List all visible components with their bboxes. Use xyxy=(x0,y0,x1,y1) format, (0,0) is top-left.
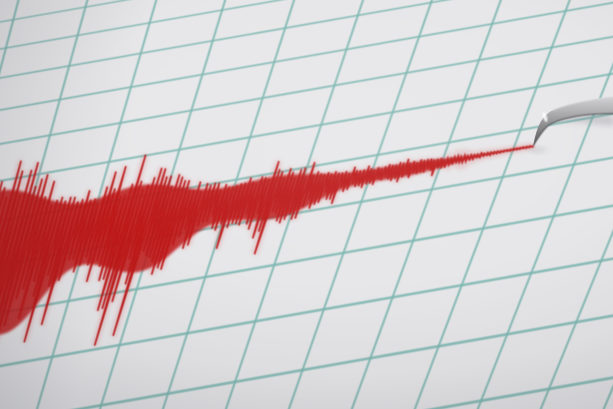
needle-arm xyxy=(533,96,613,146)
grid-line-horizontal xyxy=(0,204,613,315)
grid-line-vertical xyxy=(602,384,613,409)
stylus-needle xyxy=(529,96,613,153)
grid-line-horizontal xyxy=(0,0,131,23)
needle-top-edge xyxy=(552,96,613,112)
grid-line-horizontal xyxy=(0,72,613,183)
needle-tip-shadow xyxy=(529,147,547,153)
grid-line-vertical xyxy=(0,0,20,75)
needle-specular-highlight xyxy=(542,112,548,122)
grid-line-horizontal xyxy=(0,1,613,111)
grid-line-vertical xyxy=(350,0,502,409)
seismogram-trace xyxy=(0,143,536,347)
grid-line-horizontal xyxy=(71,314,613,409)
grid-line-vertical xyxy=(413,0,571,409)
grid-line-horizontal xyxy=(0,35,613,146)
grid-line-horizontal xyxy=(425,376,613,409)
grid-line-horizontal xyxy=(0,257,613,368)
grid-line-horizontal xyxy=(0,0,451,79)
grid-line-vertical xyxy=(476,62,613,409)
grid-line-vertical xyxy=(539,229,613,409)
grid-line-horizontal xyxy=(0,0,285,50)
needle-bottom-edge xyxy=(532,112,613,146)
trace-spike-line xyxy=(0,145,534,346)
grid-line-vertical xyxy=(287,0,434,409)
